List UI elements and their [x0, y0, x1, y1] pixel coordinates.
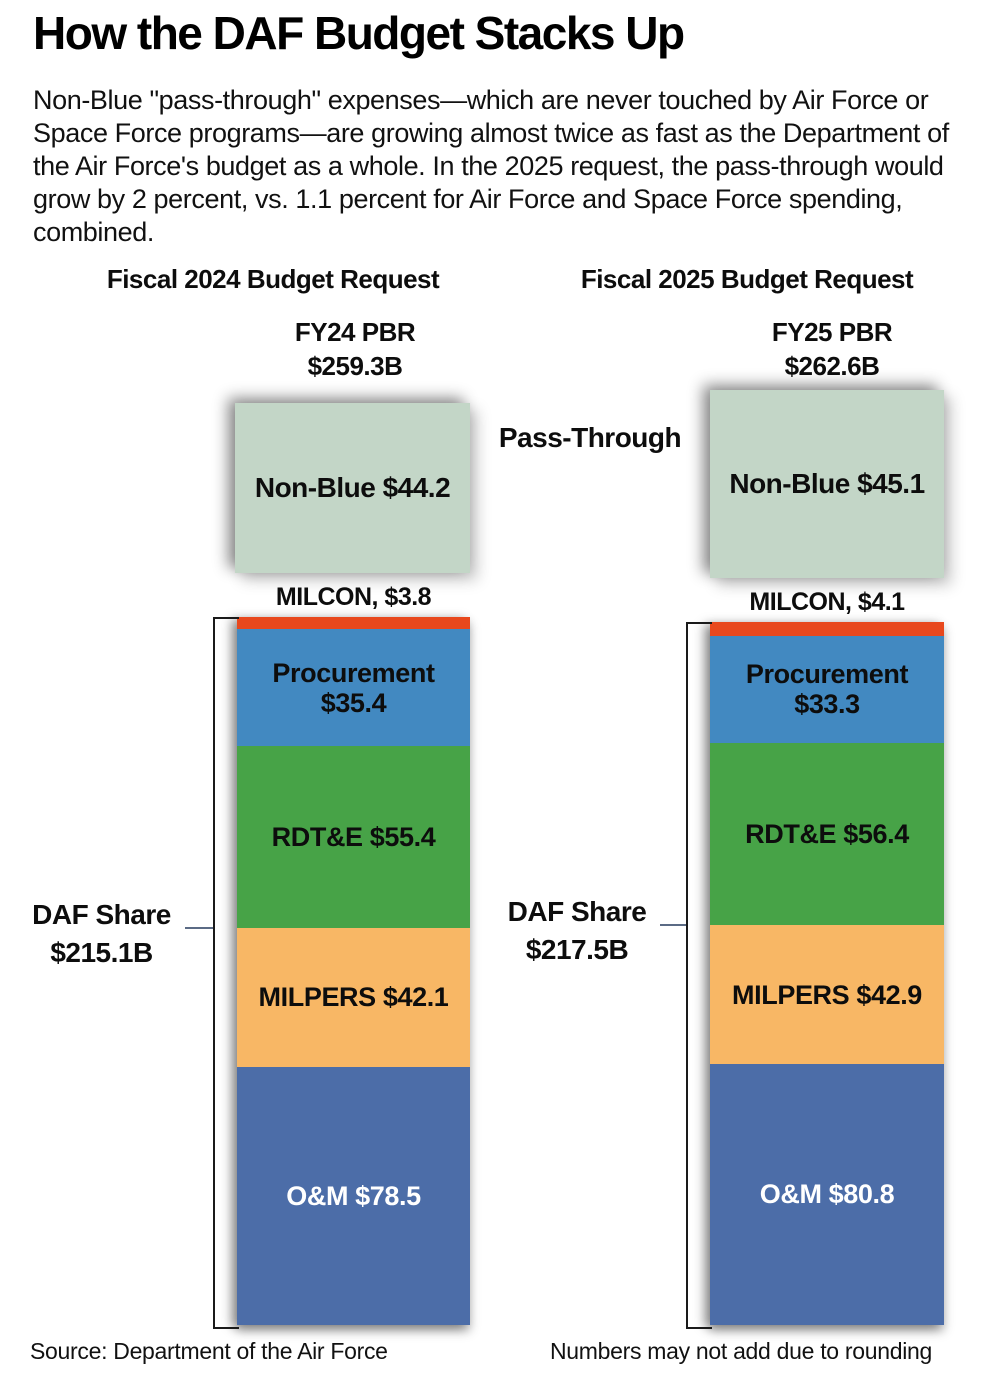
- segment-milpers-fy25: MILPERS $42.9: [710, 925, 944, 1064]
- segment-procurement-fy25: Procurement $33.3: [710, 635, 944, 744]
- daf-share-bracket-fy24: [213, 616, 239, 1329]
- segment-procurement-fy24: Procurement $35.4: [237, 629, 470, 746]
- milcon-label-fy24: MILCON, $3.8: [275, 582, 432, 611]
- fy24-pbr-value: $259.3B: [307, 351, 403, 381]
- pass-through-label: Pass-Through: [498, 422, 682, 453]
- fy25-pbr-value: $262.6B: [784, 351, 880, 381]
- fy25-total-label: FY25 PBR $262.6B: [722, 315, 942, 383]
- stacked-bar-fy25: Procurement $33.3 RDT&E $56.4 MILPERS $42.9…: [710, 622, 944, 1325]
- fy24-pbr-text: FY24 PBR: [294, 317, 416, 347]
- fy25-pbr-text: FY25 PBR: [771, 317, 893, 347]
- segment-label: Procurement: [745, 659, 909, 690]
- segment-milpers-fy24: MILPERS $42.1: [237, 928, 470, 1067]
- milcon-label-fy25: MILCON, $4.1: [749, 588, 905, 617]
- segment-om-fy25: O&M $80.8: [710, 1063, 944, 1325]
- non-blue-label-fy25: Non-Blue $45.1: [729, 468, 925, 499]
- segment-label: $35.4: [320, 687, 387, 718]
- daf-share-connector-fy25: [660, 924, 686, 927]
- segment-label: O&M $78.5: [286, 1180, 421, 1211]
- segment-label: RDT&E $56.4: [745, 819, 909, 850]
- stacked-bar-fy24: Procurement $35.4 RDT&E $55.4 MILPERS $42.1…: [237, 616, 470, 1325]
- daf-share-text: DAF Share: [507, 896, 647, 928]
- segment-label: MILPERS $42.9: [732, 979, 922, 1010]
- daf-share-value: $217.5B: [525, 934, 629, 966]
- daf-share-label-fy25: DAF Share $217.5B: [494, 893, 660, 969]
- segment-rdte-fy24: RDT&E $55.4: [237, 745, 470, 929]
- page-title: How the DAF Budget Stacks Up: [33, 7, 685, 59]
- non-blue-label-fy24: Non-Blue $44.2: [254, 472, 451, 503]
- daf-share-bracket-fy25: [686, 622, 712, 1329]
- fy24-total-label: FY24 PBR $259.3B: [245, 315, 465, 383]
- segment-label: $33.3: [794, 689, 860, 720]
- daf-share-connector-fy24: [185, 927, 213, 930]
- non-blue-box-fy25: Non-Blue $45.1: [710, 390, 944, 578]
- column-header-fy2024: Fiscal 2024 Budget Request: [106, 264, 440, 294]
- segment-label: O&M $80.8: [759, 1179, 895, 1210]
- segment-rdte-fy25: RDT&E $56.4: [710, 743, 944, 926]
- page-subtitle: Non-Blue "pass-through" expenses—which a…: [33, 85, 949, 247]
- source-note: Source: Department of the Air Force: [30, 1338, 388, 1364]
- daf-share-text: DAF Share: [32, 899, 171, 931]
- column-header-fy2025: Fiscal 2025 Budget Request: [580, 264, 914, 294]
- segment-milcon-fy24: [237, 616, 470, 630]
- segment-milcon-fy25: [710, 622, 944, 636]
- segment-label: Procurement: [272, 657, 435, 688]
- segment-label: RDT&E $55.4: [271, 822, 436, 853]
- daf-share-value: $215.1B: [50, 937, 153, 969]
- daf-share-label-fy24: DAF Share $215.1B: [18, 896, 185, 972]
- segment-om-fy24: O&M $78.5: [237, 1066, 470, 1325]
- rounding-note: Numbers may not add due to rounding: [549, 1338, 932, 1364]
- segment-label: MILPERS $42.1: [258, 982, 449, 1013]
- non-blue-box-fy24: Non-Blue $44.2: [235, 403, 470, 573]
